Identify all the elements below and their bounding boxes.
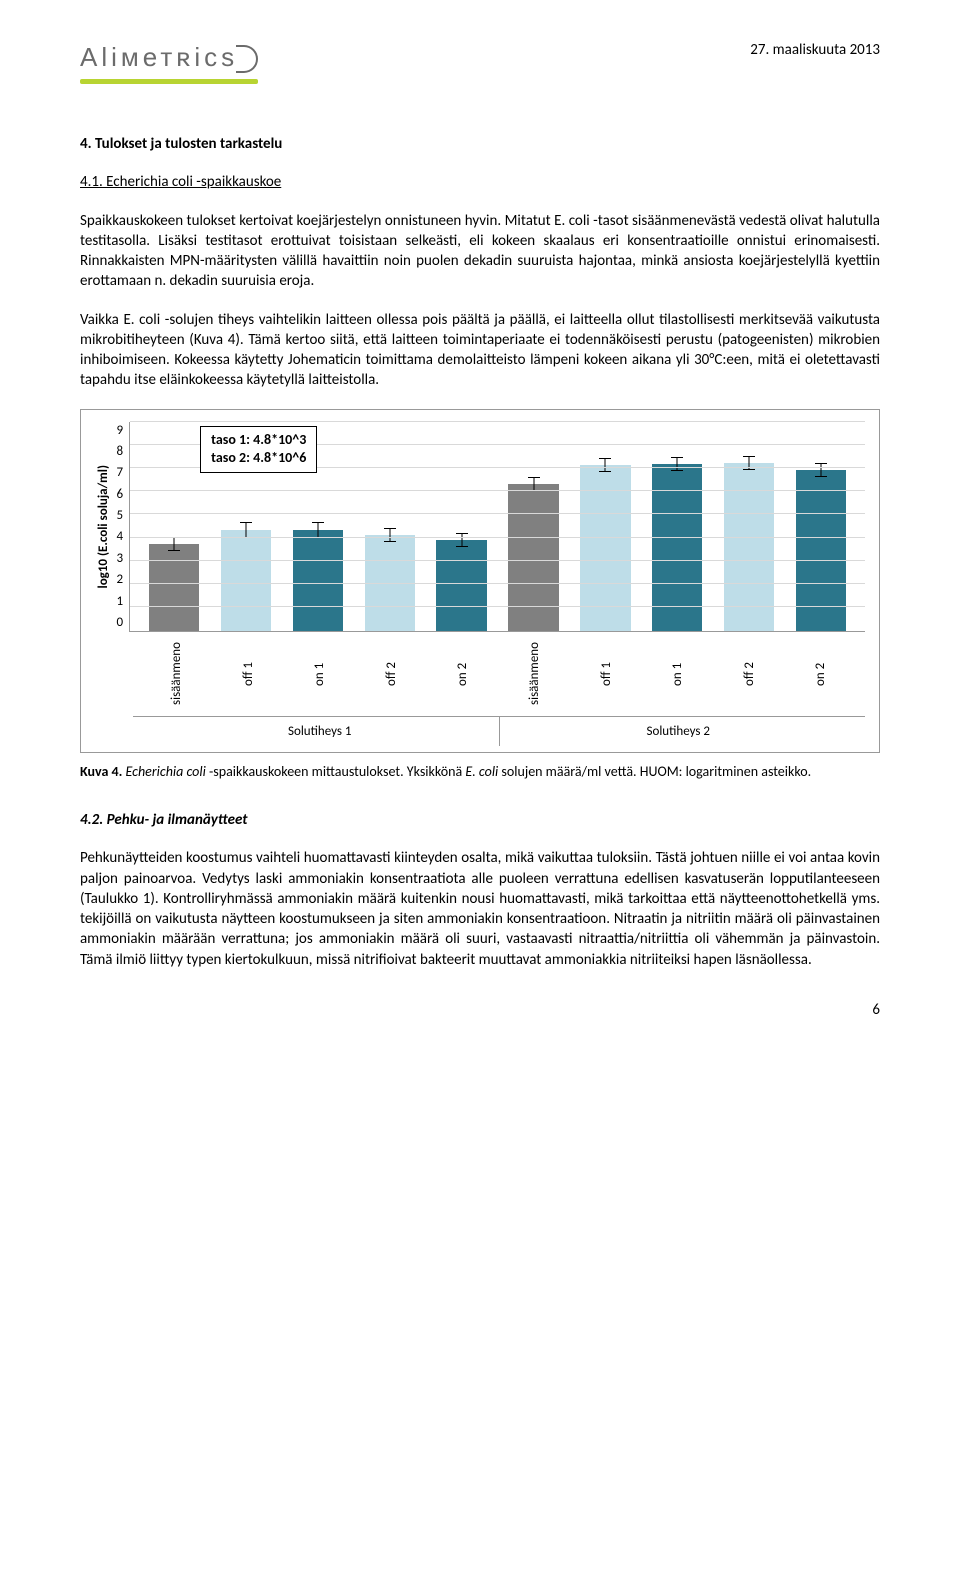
x-axis-labels: sisäänmenooff 1on 1off 2on 2sisäänmenoof…	[133, 632, 865, 716]
bar	[221, 530, 271, 630]
error-cap	[743, 469, 755, 470]
error-bar	[174, 537, 175, 551]
caption-italic-2: E. coli	[465, 763, 498, 780]
bar	[508, 484, 558, 631]
error-cap	[384, 541, 396, 542]
error-cap	[671, 457, 683, 458]
x-tick-label: off 1	[571, 636, 643, 712]
bar-wrap	[713, 422, 785, 631]
bar-wrap	[569, 422, 641, 631]
error-cap	[815, 463, 827, 464]
y-tick: 4	[117, 528, 124, 546]
x-tick-label: on 1	[642, 636, 714, 712]
figure-4-caption: Kuva 4. Echerichia coli -spaikkauskokeen…	[80, 763, 880, 782]
header-date: 27. maaliskuuta 2013	[750, 40, 880, 60]
bar-wrap	[641, 422, 713, 631]
bar-wrap	[426, 422, 498, 631]
y-tick: 2	[117, 571, 124, 589]
error-bar	[461, 533, 462, 547]
caption-prefix: Kuva 4.	[80, 763, 122, 780]
y-tick: 8	[117, 443, 124, 461]
error-cap	[599, 471, 611, 472]
error-bar	[389, 528, 390, 542]
gridline	[130, 560, 865, 561]
y-axis-ticks: 9 8 7 6 5 4 3 2 1 0	[117, 422, 130, 632]
legend-line-2: taso 2: 4.8*10^6	[211, 449, 306, 468]
error-cap	[456, 533, 468, 534]
x-tick-label: off 2	[356, 636, 428, 712]
section-title: 4. Tulokset ja tulosten tarkastelu	[80, 134, 880, 154]
paragraph-1: Spaikkauskokeen tulokset kertoivat koejä…	[80, 211, 880, 292]
error-cap	[815, 476, 827, 477]
gridline	[130, 606, 865, 607]
error-bar	[677, 457, 678, 471]
bar	[436, 540, 486, 631]
gridline	[130, 490, 865, 491]
page-number: 6	[80, 1000, 880, 1020]
paragraph-3: Pehkunäytteiden koostumus vaihteli huoma…	[80, 848, 880, 970]
y-tick: 1	[117, 593, 124, 611]
x-tick-label: on 2	[785, 636, 857, 712]
subsection-4-2-title: 4.2. Pehku- ja ilmanäytteet	[80, 810, 880, 830]
bar	[293, 530, 343, 630]
x-tick-label: off 1	[213, 636, 285, 712]
caption-tail: solujen määrä/ml vettä. HUOM: logaritmin…	[498, 763, 811, 780]
gridline	[130, 421, 865, 422]
error-cap	[384, 528, 396, 529]
logo-underline	[80, 79, 258, 84]
y-tick: 5	[117, 507, 124, 525]
group-labels: Solutiheys 1Solutiheys 2	[133, 716, 865, 747]
error-cap	[456, 546, 468, 547]
chart-legend: taso 1: 4.8*10^3 taso 2: 4.8*10^6	[200, 426, 317, 474]
x-tick-label: on 1	[284, 636, 356, 712]
plot-area: taso 1: 4.8*10^3 taso 2: 4.8*10^6	[129, 422, 865, 632]
error-cap	[168, 550, 180, 551]
bar-wrap	[354, 422, 426, 631]
error-bar	[821, 463, 822, 477]
bar	[149, 544, 199, 630]
x-tick-label: sisäänmeno	[499, 636, 571, 712]
error-cap	[599, 458, 611, 459]
error-cap	[743, 456, 755, 457]
logo: Aliметʀics	[80, 40, 258, 84]
logo-curve-icon	[236, 45, 258, 73]
x-tick-label: off 2	[714, 636, 786, 712]
error-bar	[605, 458, 606, 472]
subsection-4-1-title: 4.1. Echerichia coli -spaikkauskoe	[80, 172, 880, 192]
y-axis-label: log10 (E.coli soluja/ml)	[95, 465, 113, 589]
error-bar	[533, 477, 534, 491]
gridline	[130, 537, 865, 538]
error-cap	[240, 522, 252, 523]
y-tick: 7	[117, 464, 124, 482]
gridline	[130, 583, 865, 584]
error-cap	[528, 477, 540, 478]
error-cap	[671, 470, 683, 471]
group-label: Solutiheys 2	[499, 717, 858, 747]
x-tick-label: sisäänmeno	[141, 636, 213, 712]
logo-text: Aliметʀics	[80, 42, 238, 72]
legend-line-1: taso 1: 4.8*10^3	[211, 431, 306, 450]
bar-wrap	[785, 422, 857, 631]
paragraph-2: Vaikka E. coli -solujen tiheys vaihtelik…	[80, 310, 880, 391]
gridline	[130, 513, 865, 514]
group-label: Solutiheys 1	[141, 717, 499, 747]
page-header: Aliметʀics 27. maaliskuuta 2013	[80, 40, 880, 84]
caption-mid: -spaikkauskokeen mittaustulokset. Yksikk…	[209, 763, 465, 780]
y-tick: 3	[117, 550, 124, 568]
bar-wrap	[498, 422, 570, 631]
y-tick: 0	[117, 614, 124, 632]
caption-italic-1: Echerichia coli	[122, 763, 209, 780]
y-tick: 6	[117, 486, 124, 504]
figure-4-chart: log10 (E.coli soluja/ml) 9 8 7 6 5 4 3 2 1 0 taso…	[80, 409, 880, 754]
y-tick: 9	[117, 422, 124, 440]
x-tick-label: on 2	[427, 636, 499, 712]
error-cap	[312, 522, 324, 523]
